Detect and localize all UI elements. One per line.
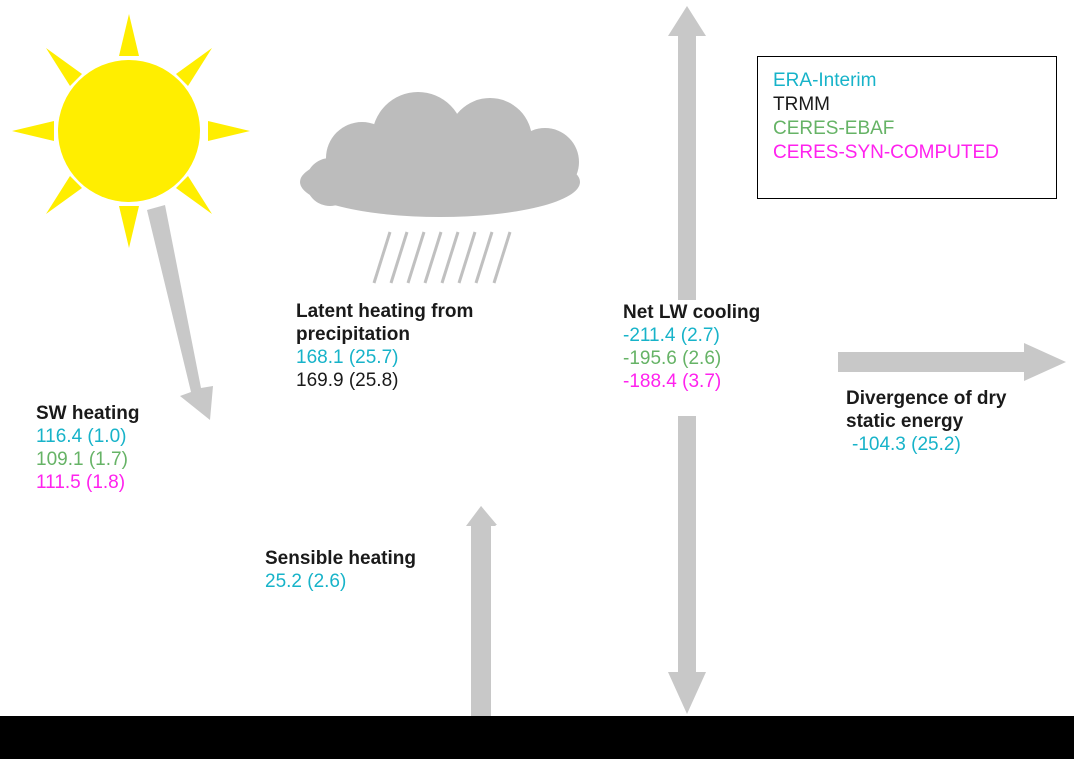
divergence-arrow: [838, 343, 1066, 381]
sw-heating-ceres-ebaf-value: 109.1 (1.7): [36, 449, 128, 470]
sensible-heating-arrow: [466, 506, 497, 716]
net-lw-cooling-ceres-syn-value: -188.4 (3.7): [623, 371, 722, 392]
legend-entry-era-interim: ERA-Interim: [773, 70, 877, 91]
sw-heating-label-group: SW heating 116.4 (1.0) 109.1 (1.7) 111.5…: [36, 402, 139, 494]
legend-entry-trmm: TRMM: [773, 94, 830, 115]
latent-heating-title-line1: Latent heating from: [296, 301, 474, 322]
latent-heating-era-value: 168.1 (25.7): [296, 347, 399, 368]
cloud-icon: [300, 92, 580, 217]
legend-entry-ceres-syn-computed: CERES-SYN-COMPUTED: [773, 142, 999, 163]
latent-heating-title-line2: precipitation: [296, 324, 411, 345]
net-lw-cooling-title: Net LW cooling: [623, 302, 761, 323]
sw-heating-ceres-syn-value: 111.5 (1.8): [36, 472, 126, 493]
sw-heating-arrow: [147, 205, 213, 420]
latent-heating-trmm-value: 169.9 (25.8): [296, 370, 399, 391]
sensible-heating-label-group: Sensible heating 25.2 (2.6): [265, 547, 416, 593]
divergence-title-line2: static energy: [846, 411, 964, 432]
divergence-era-value: -104.3 (25.2): [852, 434, 961, 455]
divergence-title-line1: Divergence of dry: [846, 388, 1007, 409]
net-lw-cooling-label-group: Net LW cooling -211.4 (2.7) -195.6 (2.6)…: [623, 301, 760, 393]
net-lw-cooling-ceres-ebaf-value: -195.6 (2.6): [623, 348, 722, 369]
sensible-heating-era-value: 25.2 (2.6): [265, 571, 347, 592]
legend-entry-ceres-ebaf: CERES-EBAF: [773, 118, 895, 139]
net-lw-cooling-arrow: [668, 6, 706, 714]
net-lw-cooling-era-value: -211.4 (2.7): [623, 325, 720, 346]
sun-icon: [12, 14, 250, 248]
latent-heating-label-group: Latent heating from precipitation 168.1 …: [296, 300, 473, 392]
sw-heating-title: SW heating: [36, 403, 140, 424]
divergence-label-group: Divergence of dry static energy -104.3 (…: [846, 387, 1007, 456]
sw-heating-era-value: 116.4 (1.0): [36, 426, 127, 447]
legend-box: ERA-Interim TRMM CERES-EBAF CERES-SYN-CO…: [757, 56, 1057, 199]
sensible-heating-title: Sensible heating: [265, 548, 416, 569]
rain-icon: [372, 231, 512, 284]
ground-surface: [0, 716, 1074, 759]
